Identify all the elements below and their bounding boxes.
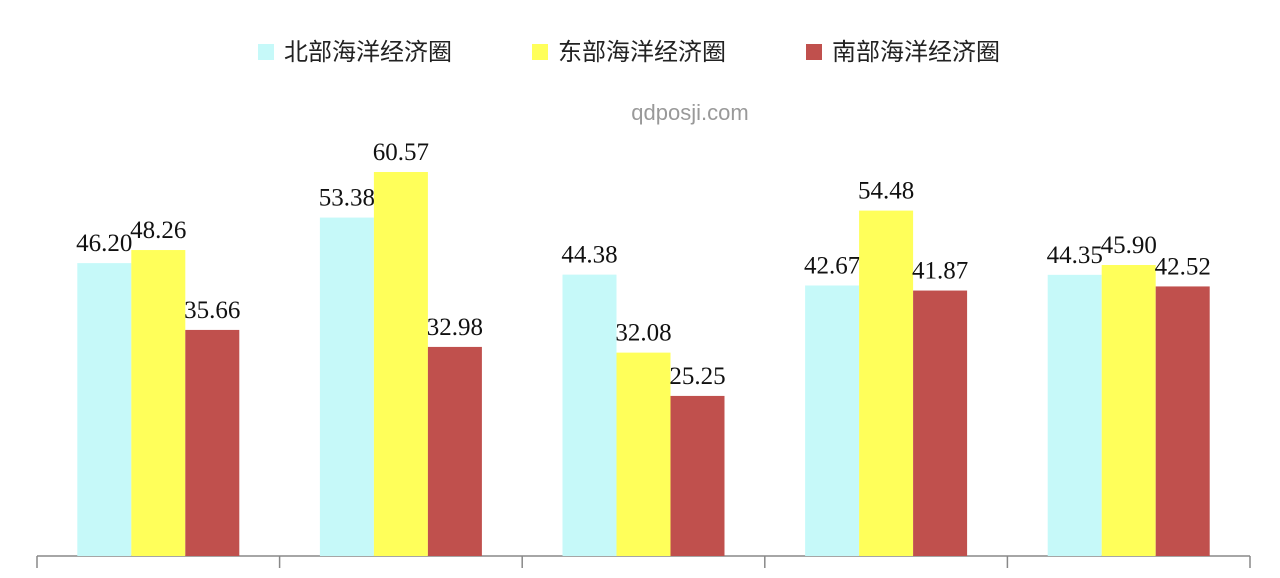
bar xyxy=(319,217,374,557)
bar xyxy=(1047,274,1102,556)
data-label: 32.98 xyxy=(427,314,483,341)
bar xyxy=(427,346,482,556)
data-label: 60.57 xyxy=(373,139,429,166)
bar xyxy=(373,172,428,556)
data-label: 54.48 xyxy=(858,178,914,205)
data-label: 44.38 xyxy=(561,242,617,269)
data-label: 44.35 xyxy=(1047,242,1103,269)
data-label: 53.38 xyxy=(319,185,375,212)
legend-swatch xyxy=(258,44,274,60)
legend-swatch xyxy=(532,44,548,60)
bar xyxy=(805,285,860,556)
legend-label: 北部海洋经济圈 xyxy=(284,38,452,66)
data-label: 41.87 xyxy=(912,258,968,285)
bar xyxy=(616,352,671,556)
data-label: 35.66 xyxy=(184,297,240,324)
data-label: 25.25 xyxy=(669,363,725,390)
data-label: 42.67 xyxy=(804,252,860,279)
data-label: 42.52 xyxy=(1155,253,1211,280)
data-label: 48.26 xyxy=(130,217,186,244)
bar xyxy=(670,395,725,556)
bar xyxy=(1101,265,1156,556)
bar xyxy=(562,274,617,556)
data-label: 46.20 xyxy=(76,230,132,257)
legend-swatch xyxy=(806,44,822,60)
watermark: qdposji.com xyxy=(631,100,748,125)
bar xyxy=(1155,286,1210,556)
data-label: 45.90 xyxy=(1101,232,1157,259)
bar xyxy=(859,210,914,557)
bar xyxy=(77,263,132,556)
data-label: 32.08 xyxy=(615,320,671,347)
legend-label: 东部海洋经济圈 xyxy=(558,38,726,66)
bar xyxy=(131,250,186,556)
bar xyxy=(913,290,968,556)
legend-label: 南部海洋经济圈 xyxy=(832,38,1000,66)
bar xyxy=(185,329,240,556)
